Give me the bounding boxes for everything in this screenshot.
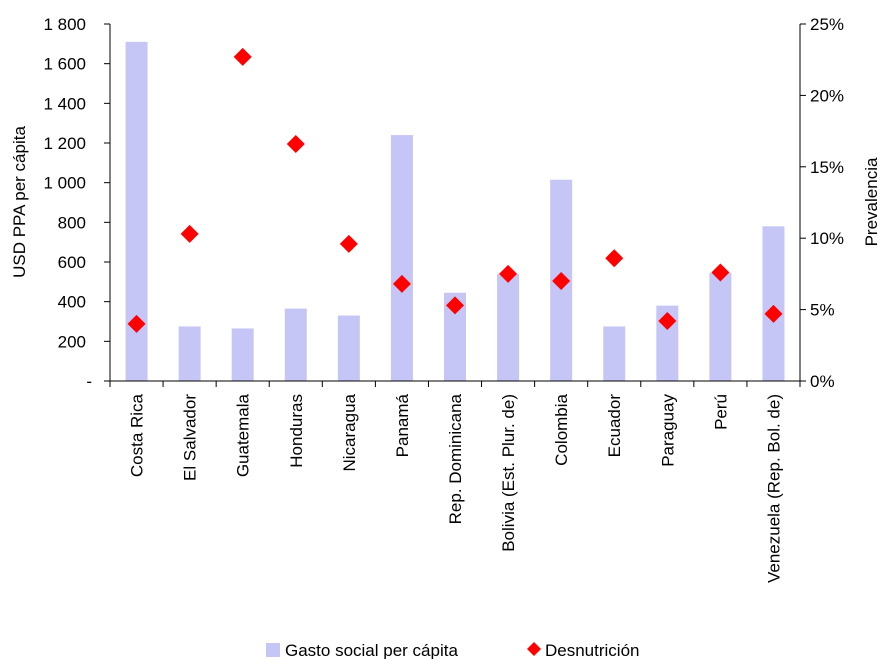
bar bbox=[125, 41, 148, 381]
y2-tick-label: 25% bbox=[810, 15, 844, 34]
bar bbox=[284, 308, 307, 381]
y2-tick-label: 5% bbox=[810, 301, 835, 320]
bar bbox=[603, 326, 626, 381]
markers-group bbox=[127, 47, 783, 333]
y-tick-label: 1 200 bbox=[43, 134, 86, 153]
scatter-point bbox=[180, 224, 199, 243]
axes-group bbox=[104, 23, 806, 387]
x-tick-label: Costa Rica bbox=[128, 393, 147, 477]
scatter-point bbox=[711, 263, 730, 282]
x-tick-label: Bolivia (Est. Plur. de) bbox=[499, 394, 518, 552]
x-tick-label: Venezuela (Rep. Bol. de) bbox=[764, 394, 783, 583]
scatter-point bbox=[233, 47, 252, 66]
scatter-point bbox=[552, 272, 571, 291]
scatter-point bbox=[127, 314, 146, 333]
bar bbox=[497, 273, 520, 381]
y-tick-label: 200 bbox=[58, 332, 86, 351]
bars-group bbox=[125, 41, 785, 381]
x-tick-label: Guatemala bbox=[234, 393, 253, 477]
scatter-point bbox=[446, 296, 464, 315]
y-tick-label: 1 400 bbox=[43, 94, 86, 113]
y-tick-label: 600 bbox=[58, 253, 86, 272]
y-tick-label: 1 800 bbox=[43, 15, 86, 34]
scatter-point bbox=[764, 304, 783, 323]
x-tick-label: Ecuador bbox=[605, 394, 624, 458]
scatter-point bbox=[286, 134, 305, 153]
y-tick-label: 800 bbox=[58, 213, 86, 232]
legend: Gasto social per cápita Desnutrición bbox=[266, 641, 640, 659]
y-tick-label: - bbox=[86, 372, 92, 391]
x-tick-label: Paraguay bbox=[658, 394, 677, 467]
bar bbox=[231, 328, 254, 381]
x-tick-label: Perú bbox=[711, 394, 730, 430]
x-tick-label: Panamá bbox=[393, 393, 412, 457]
legend-label-desnutricion: Desnutrición bbox=[545, 641, 640, 659]
y2-tick-label: 15% bbox=[810, 158, 844, 177]
bar bbox=[337, 315, 360, 381]
x-tick-label: El Salvador bbox=[181, 394, 200, 481]
x-tick-label: Colombia bbox=[552, 393, 571, 465]
y2-axis-label: Prevalencia bbox=[862, 157, 881, 246]
bar bbox=[762, 226, 785, 381]
scatter-point bbox=[339, 234, 358, 253]
labels-group: - 200 400 600 800 1 000 1 200 1 400 1 600 1 800 0%… bbox=[43, 15, 844, 583]
y-tick-label: 1 000 bbox=[43, 174, 86, 193]
x-tick-label: Honduras bbox=[287, 394, 306, 468]
y-axis-label: USD PPA per cápita bbox=[10, 126, 29, 278]
y-tick-label: 400 bbox=[58, 293, 86, 312]
scatter-point bbox=[605, 249, 624, 268]
scatter-point bbox=[392, 274, 411, 293]
y2-tick-label: 10% bbox=[810, 229, 844, 248]
scatter-point bbox=[499, 264, 518, 283]
y-tick-label: 1 600 bbox=[43, 55, 86, 74]
x-tick-label: Nicaragua bbox=[340, 393, 359, 471]
legend-label-gasto: Gasto social per cápita bbox=[285, 641, 458, 659]
x-tick-label: Rep. Dominicana bbox=[446, 393, 465, 524]
bar bbox=[390, 135, 413, 381]
legend-swatch-diamond bbox=[527, 642, 541, 656]
bar bbox=[444, 292, 466, 381]
bar bbox=[178, 326, 201, 381]
y2-tick-label: 0% bbox=[810, 372, 835, 391]
y2-tick-label: 20% bbox=[810, 86, 844, 105]
legend-swatch-bar bbox=[266, 643, 280, 657]
scatter-point bbox=[658, 312, 677, 331]
bar bbox=[709, 272, 732, 381]
